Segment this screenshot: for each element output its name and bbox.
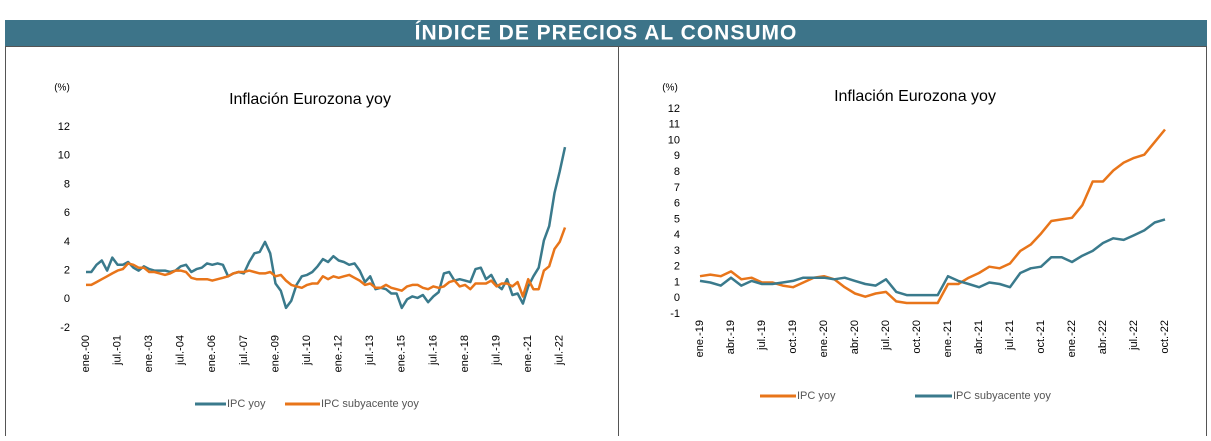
x-tick-label: oct.-19 — [787, 320, 799, 354]
y-tick-label: 10 — [668, 134, 680, 146]
x-tick-label: abr.-21 — [973, 320, 985, 354]
y-tick-label: 2 — [64, 264, 70, 276]
y-tick-label: 1 — [674, 276, 680, 288]
series-line — [699, 218, 1166, 297]
x-tick-label: jul.-10 — [301, 335, 313, 366]
y-tick-label: 12 — [58, 121, 70, 133]
y-tick-label: 6 — [64, 207, 70, 219]
y-tick-label: 4 — [674, 229, 680, 241]
right-panel — [618, 46, 1207, 441]
legend-label: IPC subyacente yoy — [321, 398, 419, 410]
header-title: ÍNDICE DE PRECIOS AL CONSUMO — [415, 22, 798, 45]
x-tick-label: abr.-19 — [725, 320, 737, 354]
x-tick-label: ene.-12 — [333, 335, 345, 372]
x-tick-label: ene.-21 — [942, 320, 954, 357]
y-axis-label: (%) — [662, 83, 678, 94]
y-tick-label: -2 — [60, 322, 70, 334]
x-tick-label: oct.-20 — [911, 320, 923, 354]
x-tick-label: abr.-22 — [1097, 320, 1109, 354]
x-tick-label: abr.-20 — [849, 320, 861, 354]
x-tick-label: ene.-15 — [396, 335, 408, 372]
y-tick-label: 12 — [668, 103, 680, 115]
x-tick-label: oct.-22 — [1159, 320, 1171, 354]
y-tick-label: 0 — [64, 293, 70, 305]
y-tick-label: 3 — [674, 245, 680, 257]
x-tick-label: jul.-13 — [364, 335, 376, 366]
y-tick-label: 11 — [669, 119, 680, 131]
legend-label: IPC yoy — [797, 390, 836, 402]
x-tick-label: ene.-03 — [143, 335, 155, 372]
x-tick-label: jul.-21 — [1004, 320, 1016, 351]
x-tick-label: jul.-19 — [490, 335, 502, 366]
x-tick-label: jul.-22 — [554, 335, 566, 366]
y-tick-label: 5 — [674, 213, 680, 225]
y-tick-label: 2 — [674, 261, 680, 273]
legend-label: IPC yoy — [227, 398, 266, 410]
chart-title: Inflación Eurozona yoy — [229, 91, 391, 108]
x-tick-label: ene.-20 — [818, 320, 830, 357]
series-line — [86, 146, 567, 310]
legend-label: IPC subyacente yoy — [953, 390, 1051, 402]
x-tick-label: ene.-18 — [459, 335, 471, 372]
x-tick-label: jul.-19 — [756, 320, 768, 351]
y-tick-label: 0 — [674, 292, 680, 304]
x-tick-label: ene.-19 — [694, 320, 706, 357]
y-tick-label: 8 — [674, 166, 680, 178]
x-tick-label: ene.-22 — [1066, 320, 1078, 357]
y-tick-label: 4 — [64, 236, 70, 248]
x-tick-label: jul.-22 — [1128, 320, 1140, 351]
series-line — [86, 227, 567, 298]
x-tick-label: jul.-07 — [238, 335, 250, 366]
x-tick-label: ene.-09 — [269, 335, 281, 372]
series-line — [699, 128, 1166, 305]
y-tick-label: 9 — [674, 150, 680, 162]
y-tick-label: -1 — [670, 308, 680, 320]
x-tick-label: oct.-21 — [1035, 320, 1047, 354]
x-tick-label: jul.-04 — [175, 335, 187, 366]
y-tick-label: 8 — [64, 178, 70, 190]
header-bar — [5, 20, 1207, 46]
y-axis-label: (%) — [54, 83, 70, 94]
x-tick-label: ene.-06 — [206, 335, 218, 372]
chart-title: Inflación Eurozona yoy — [834, 88, 996, 105]
y-tick-label: 7 — [674, 182, 680, 194]
x-tick-label: ene.-00 — [80, 335, 92, 372]
x-tick-label: jul.-01 — [111, 335, 123, 366]
y-tick-label: 6 — [674, 198, 680, 210]
x-tick-label: jul.-20 — [880, 320, 892, 351]
y-tick-label: 10 — [58, 150, 70, 162]
x-tick-label: ene.-21 — [522, 335, 534, 372]
x-tick-label: jul.-16 — [427, 335, 439, 366]
